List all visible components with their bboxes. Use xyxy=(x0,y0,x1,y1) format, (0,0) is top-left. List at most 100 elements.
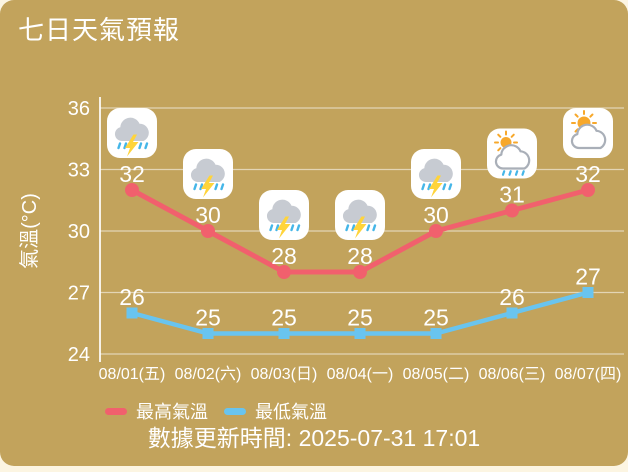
data-point-marker xyxy=(277,265,291,279)
data-point-marker xyxy=(582,287,594,298)
thunderstorm-icon xyxy=(335,190,385,240)
x-tick-label: 08/05(二) xyxy=(403,366,470,383)
cloud-shape xyxy=(190,158,225,183)
legend-label: 最高氣溫 xyxy=(136,402,208,422)
rain-drop xyxy=(366,224,371,232)
sun-shower-icon xyxy=(487,128,537,179)
sun-ray xyxy=(497,147,502,152)
rain-drop xyxy=(448,183,453,191)
rain-drop xyxy=(269,224,274,232)
sun-ray xyxy=(589,113,594,118)
y-tick-label: 24 xyxy=(68,344,90,366)
y-tick-label: 33 xyxy=(68,160,90,182)
data-point-marker xyxy=(202,328,214,339)
legend-label: 最低氣溫 xyxy=(255,402,327,422)
rain-drop xyxy=(290,224,295,232)
rain-drop xyxy=(123,142,128,150)
data-point-label: 28 xyxy=(271,243,297,269)
data-point-label: 30 xyxy=(423,202,449,228)
update-time-text: 數據更新時間: 2025-07-31 17:01 xyxy=(147,425,481,451)
data-point-marker xyxy=(429,224,443,238)
cloud-shape xyxy=(342,199,377,224)
rain-drop xyxy=(220,183,225,191)
data-point-label: 25 xyxy=(271,305,297,331)
data-point-label: 26 xyxy=(499,284,525,310)
data-point-label: 26 xyxy=(119,284,145,310)
rain-drop xyxy=(275,224,280,232)
cloud-shape xyxy=(418,158,453,183)
thunderstorm-icon xyxy=(107,108,157,158)
rain-drop xyxy=(144,142,149,150)
data-point-label: 32 xyxy=(119,161,145,187)
thunderstorm-icon xyxy=(411,149,461,199)
cloud-shape xyxy=(494,144,531,170)
legend-item: 最低氣溫 xyxy=(224,398,327,424)
rain-drop xyxy=(351,224,356,232)
lightning-bolt xyxy=(277,216,291,239)
x-tick-label: 08/07(四) xyxy=(555,366,622,383)
rain-drop xyxy=(521,170,525,176)
data-point-label: 25 xyxy=(347,305,373,331)
y-tick-label: 27 xyxy=(68,283,90,305)
data-point-marker xyxy=(353,265,367,279)
page-title: 七日天氣預報 xyxy=(18,15,181,45)
rain-drop xyxy=(345,224,350,232)
legend-item: 最高氣溫 xyxy=(105,398,208,424)
data-point-marker xyxy=(126,307,138,319)
rain-drop xyxy=(193,183,198,191)
rain-drop xyxy=(427,183,432,191)
lightning-bolt xyxy=(201,175,215,198)
data-point-marker xyxy=(125,183,139,197)
rain-drop xyxy=(421,183,426,191)
cloud-shape xyxy=(570,123,607,150)
data-point-marker xyxy=(505,203,519,218)
data-point-label: 30 xyxy=(195,202,221,228)
data-point-marker xyxy=(430,328,442,339)
rain-drop xyxy=(296,224,301,232)
rain-drop xyxy=(501,170,506,176)
cloud-shape xyxy=(114,117,149,142)
data-point-marker xyxy=(354,328,366,339)
temperature-chart: 36 33 30 27 24 氣溫(°C) 08/01(五) 08/02(六) 08/03(日)… xyxy=(18,97,624,383)
rain-drop xyxy=(199,183,204,191)
data-point-marker xyxy=(201,224,215,238)
x-tick-label: 08/06(三) xyxy=(479,366,546,383)
rain-drop xyxy=(514,170,519,176)
rain-drop xyxy=(214,183,219,191)
sun-cloud-icon xyxy=(563,108,613,158)
x-tick-label: 08/03(日) xyxy=(251,366,318,383)
rain-drop xyxy=(138,142,143,150)
data-point-marker xyxy=(278,328,290,339)
legend-marker xyxy=(105,407,127,415)
y-tick-label: 30 xyxy=(68,221,90,243)
sun-ray xyxy=(510,133,515,138)
lightning-bolt xyxy=(429,175,443,198)
rain-drop xyxy=(117,142,122,150)
chart-legend: 最高氣溫 最低氣溫 xyxy=(105,398,327,424)
data-point-label: 25 xyxy=(195,305,221,331)
y-axis-title: 氣溫(°C) xyxy=(18,193,41,269)
thunderstorm-icon xyxy=(259,190,309,240)
data-point-label: 25 xyxy=(423,305,449,331)
thunderstorm-icon xyxy=(183,149,233,199)
lightning-bolt xyxy=(353,216,367,239)
lightning-bolt xyxy=(125,134,139,157)
data-point-label: 28 xyxy=(347,243,373,269)
sun-ray xyxy=(497,133,502,138)
rain-drop xyxy=(372,224,377,232)
rain-drop xyxy=(442,183,447,191)
data-point-label: 31 xyxy=(499,182,525,208)
y-tick-label: 36 xyxy=(68,98,90,120)
rain-drop xyxy=(508,170,512,176)
sun-ray xyxy=(574,113,579,118)
legend-marker xyxy=(224,407,246,415)
data-point-label: 32 xyxy=(575,161,601,187)
data-point-marker xyxy=(581,183,595,197)
sun-ray xyxy=(574,128,579,133)
x-tick-label: 08/02(六) xyxy=(175,365,242,383)
x-tick-label: 08/04(一) xyxy=(327,366,394,383)
cloud-shape xyxy=(266,199,301,224)
data-point-marker xyxy=(506,307,518,319)
data-point-label: 27 xyxy=(575,264,601,290)
